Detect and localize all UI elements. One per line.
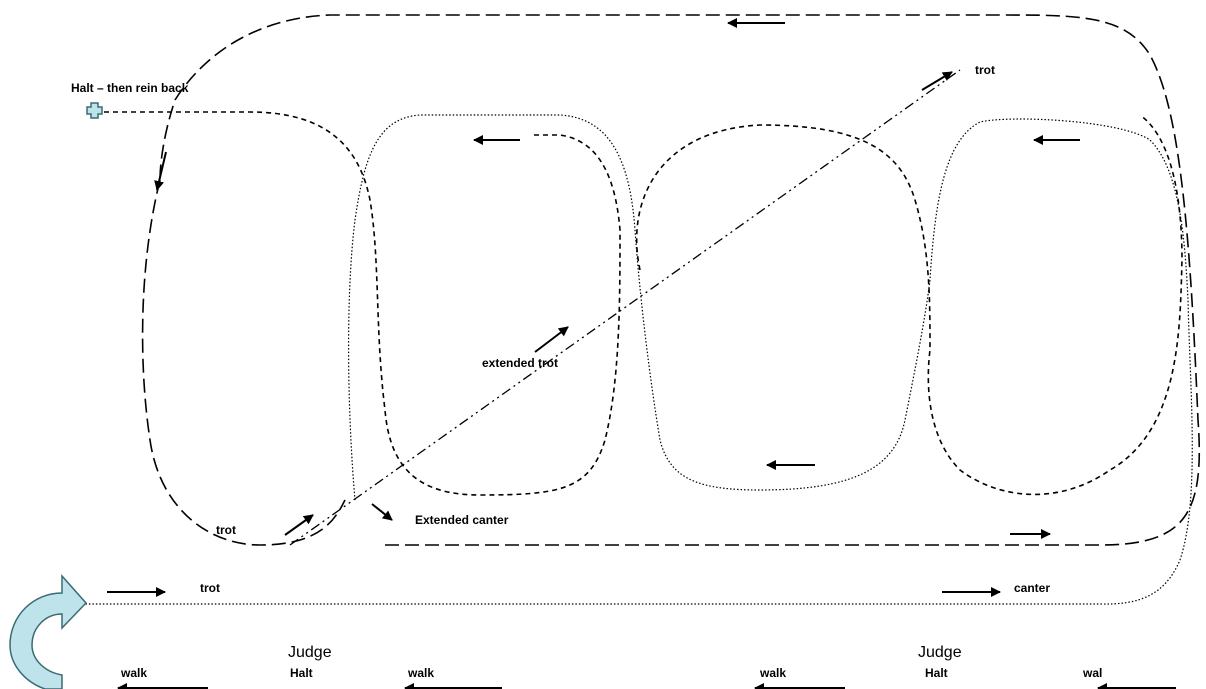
outer-long-dashed-route xyxy=(141,14,1201,546)
walk-label-left-b: walk xyxy=(407,666,434,680)
label-halt-rein-back: Halt – then rein back xyxy=(71,81,189,95)
label-trot-lower-left: trot xyxy=(216,523,236,537)
short-dashed-route-left-circle xyxy=(95,111,621,496)
direction-arrow-extended-canter xyxy=(371,503,393,521)
judge-label-left: Judge xyxy=(288,644,332,661)
walk-label-right-b: wal xyxy=(1082,666,1102,680)
direction-arrow-down-left xyxy=(154,151,167,191)
halt-marker-icon xyxy=(86,102,103,119)
judge-halt-right: Halt xyxy=(925,666,948,680)
label-canter-bottom: canter xyxy=(1014,581,1050,595)
dotted-circle-left xyxy=(85,114,1193,605)
label-extended-canter: Extended canter xyxy=(415,513,509,527)
dash-dot-diagonal-extended-trot xyxy=(289,69,961,546)
walk-label-right-a: walk xyxy=(759,666,786,680)
direction-arrow-trot-top xyxy=(921,71,953,91)
label-extended-trot: extended trot xyxy=(482,356,558,370)
judge-halt-left: Halt xyxy=(290,666,313,680)
direction-arrow-trot-diag xyxy=(284,514,314,536)
walk-label-left-a: walk xyxy=(120,666,147,680)
label-trot-bottom: trot xyxy=(200,581,220,595)
direction-arrow-extended-trot xyxy=(534,326,569,353)
judge-label-right: Judge xyxy=(918,644,962,661)
label-trot-top: trot xyxy=(975,63,995,77)
short-dashed-circle-middle xyxy=(635,114,1183,496)
u-turn-arrow-icon xyxy=(9,574,88,689)
